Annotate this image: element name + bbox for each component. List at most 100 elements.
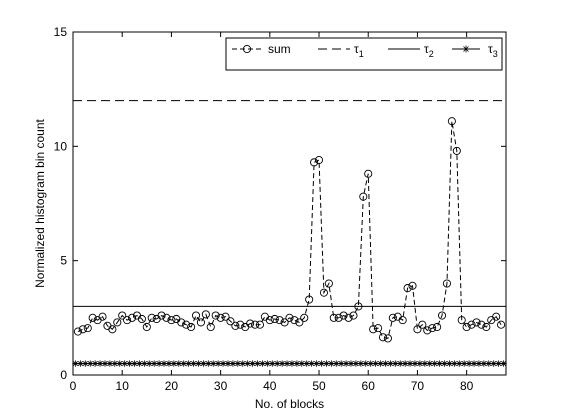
tau3-marker [146,360,153,367]
x-tick-label: 10 [116,379,130,393]
sum-point [108,325,117,334]
sum-point [226,317,235,326]
sum-point [447,117,456,126]
x-tick-label: 60 [362,379,376,393]
sum-point [182,320,191,329]
sum-point [137,314,146,324]
tau3-marker [96,360,104,367]
sum-point [73,327,82,336]
x-tick-label: 20 [165,379,179,393]
tau3-marker [249,360,256,367]
sum-point [437,311,447,320]
tau3-marker [392,360,399,367]
x-axis-label: No. of blocks [255,397,324,411]
sum-point [418,320,427,329]
tau3-marker [210,360,217,367]
sum-point [354,302,363,311]
legend-label: τ1 [354,42,364,59]
sum-point [310,158,319,167]
tau3-marker [180,360,187,367]
tau3-marker [278,360,286,367]
sum-point [177,318,186,327]
sum-point [98,312,107,321]
tau3-marker [377,360,384,367]
sum-point [196,318,205,327]
plot-background [73,32,506,375]
sum-point [433,322,442,332]
data-layer [72,100,507,367]
tau3-marker [387,360,394,367]
sum-point [344,313,353,322]
sum-point [457,316,466,325]
legend-box [225,37,503,71]
tau3-marker [77,360,84,367]
sum-point [280,318,289,327]
sum-point [275,316,284,325]
y-axis-label: Normalized histogram bin count [33,118,47,287]
tau3-marker [150,360,158,367]
sum-point [265,316,274,325]
tau3-marker [131,360,138,367]
sum-point [157,311,166,320]
sum-point [216,313,225,322]
plot-frame [72,31,507,376]
sum-point [255,320,265,329]
sum-point [383,334,392,343]
sum-point [201,310,210,319]
x-tick-label: 70 [411,379,425,393]
tau3-marker [205,360,212,367]
sum-point [300,313,309,322]
tau3-marker [273,360,281,367]
sum-point [88,313,97,322]
legend-tau3-marker [462,45,470,53]
sum-point [408,281,417,290]
sum-point [246,319,255,328]
y-tick-label: 5 [60,254,67,268]
y-tick-label: 10 [54,139,68,153]
sum-point [147,313,156,322]
tau3-marker [259,360,266,367]
tau3-marker [323,360,330,367]
tau3-marker [328,360,335,367]
sum-point [191,311,201,320]
sum-point [369,325,378,334]
legend-label: τ3 [488,42,498,59]
tau3-marker [106,360,114,367]
sum-point [319,288,328,297]
sum-point [83,324,92,333]
legend-label: sum [268,42,291,56]
sum-point [295,318,304,327]
sum-point [142,322,151,332]
sum-point [290,316,299,325]
tau3-marker [190,360,197,367]
legend-sum-marker [242,44,252,54]
sum-point [492,312,501,321]
sum-point [364,169,373,178]
sum-point [442,279,452,288]
sum-point [349,311,358,320]
sum-point [231,321,240,330]
sum-point [378,333,388,342]
sum-point [324,279,333,288]
tau3-marker [337,360,345,367]
sum-point [398,316,407,325]
sum-point [123,316,132,325]
tau3-marker [160,360,168,367]
tau3-marker [401,360,409,367]
sum-point [221,312,230,321]
sum-line [77,121,502,340]
legend: sum τ1 τ2 τ3 [225,37,503,71]
tau3-marker [269,360,276,367]
sum-point [167,316,176,325]
sum-point [118,311,127,320]
sum-point [270,314,279,324]
tau3-marker [82,360,89,367]
sum-point [329,313,338,322]
sum-point [236,320,245,329]
sum-point [305,295,314,304]
tau3-marker [411,360,419,367]
tau3-marker [416,360,424,367]
sum-point [477,320,486,329]
sum-point [162,313,171,322]
